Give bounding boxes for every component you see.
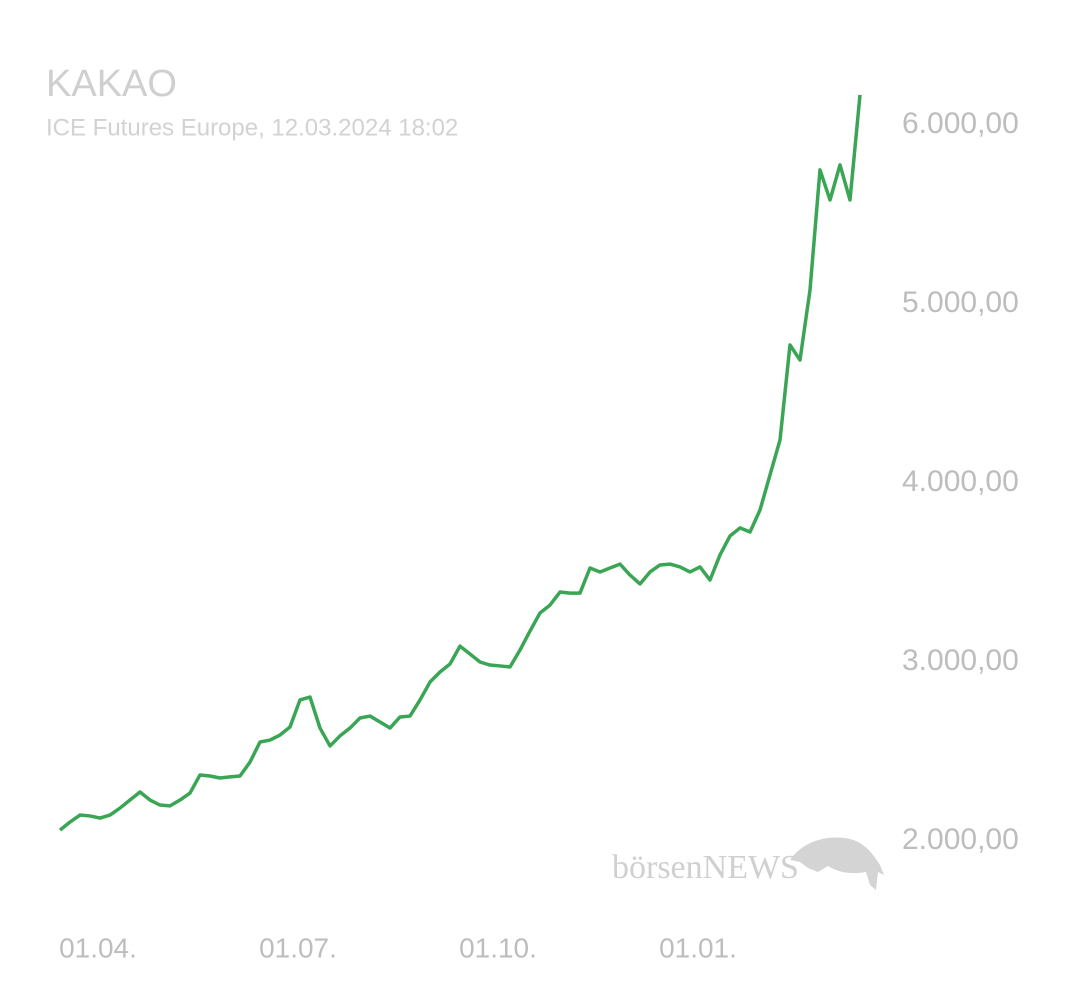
price-line xyxy=(58,94,862,832)
bull-logo xyxy=(790,837,884,890)
y-tick-label: 3.000,00 xyxy=(902,644,1019,677)
watermark: börsenNEWS xyxy=(612,849,799,886)
x-tick-label: 01.10. xyxy=(459,932,537,963)
chart-subtitle: ICE Futures Europe, 12.03.2024 18:02 xyxy=(46,114,458,141)
y-tick-label: 2.000,00 xyxy=(902,823,1019,856)
y-tick-label: 4.000,00 xyxy=(902,465,1019,498)
x-tick-label: 01.04. xyxy=(59,932,137,963)
y-tick-label: 6.000,00 xyxy=(902,107,1019,140)
y-tick-label: 5.000,00 xyxy=(902,286,1019,319)
chart-title: KAKAO xyxy=(46,63,177,105)
x-tick-label: 01.01. xyxy=(659,932,737,963)
x-tick-label: 01.07. xyxy=(259,932,337,963)
